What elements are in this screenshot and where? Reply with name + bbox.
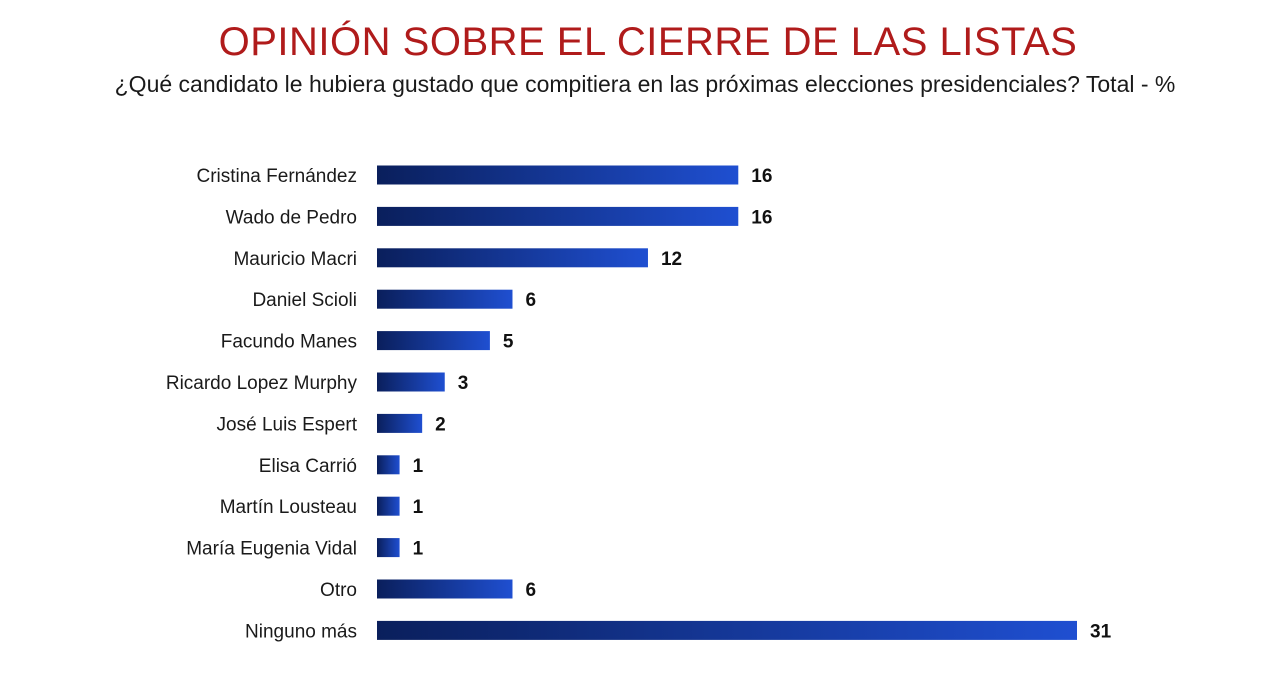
value-label: 6 <box>525 290 536 311</box>
bar <box>377 496 400 516</box>
category-label: María Eugenia Vidal <box>186 539 357 560</box>
bar <box>377 165 739 185</box>
category-label: Ricardo Lopez Murphy <box>166 373 358 394</box>
bar <box>377 372 445 392</box>
value-label: 31 <box>1090 621 1112 642</box>
value-label: 1 <box>413 539 424 560</box>
bar <box>377 206 739 226</box>
category-label: Ninguno más <box>245 621 357 642</box>
category-label: Cristina Fernández <box>196 166 357 187</box>
bar <box>377 455 400 475</box>
value-label: 3 <box>458 373 469 394</box>
value-label: 5 <box>503 332 514 353</box>
bar <box>377 289 513 309</box>
bar <box>377 538 400 558</box>
value-label: 16 <box>751 207 772 228</box>
bar <box>377 248 648 268</box>
category-label: Elisa Carrió <box>259 456 357 477</box>
category-label: Daniel Scioli <box>252 290 357 311</box>
value-label: 1 <box>413 456 424 477</box>
value-label: 6 <box>525 580 536 601</box>
value-label: 1 <box>413 497 424 518</box>
bar <box>377 331 490 351</box>
category-label: Martín Lousteau <box>220 497 357 518</box>
chart-subtitle: ¿Qué candidato le hubiera gustado que co… <box>114 71 1176 97</box>
value-label: 16 <box>751 166 772 187</box>
category-label: Wado de Pedro <box>226 207 357 228</box>
category-label: Facundo Manes <box>221 332 357 353</box>
value-label: 12 <box>661 249 682 270</box>
bar <box>377 413 423 433</box>
value-label: 2 <box>435 414 446 435</box>
bar <box>377 579 513 599</box>
category-label: Otro <box>320 580 357 601</box>
chart-title: OPINIÓN SOBRE EL CIERRE DE LAS LISTAS <box>218 20 1078 64</box>
bar <box>377 620 1077 640</box>
category-label: José Luis Espert <box>217 414 358 435</box>
category-label: Mauricio Macri <box>233 249 357 270</box>
